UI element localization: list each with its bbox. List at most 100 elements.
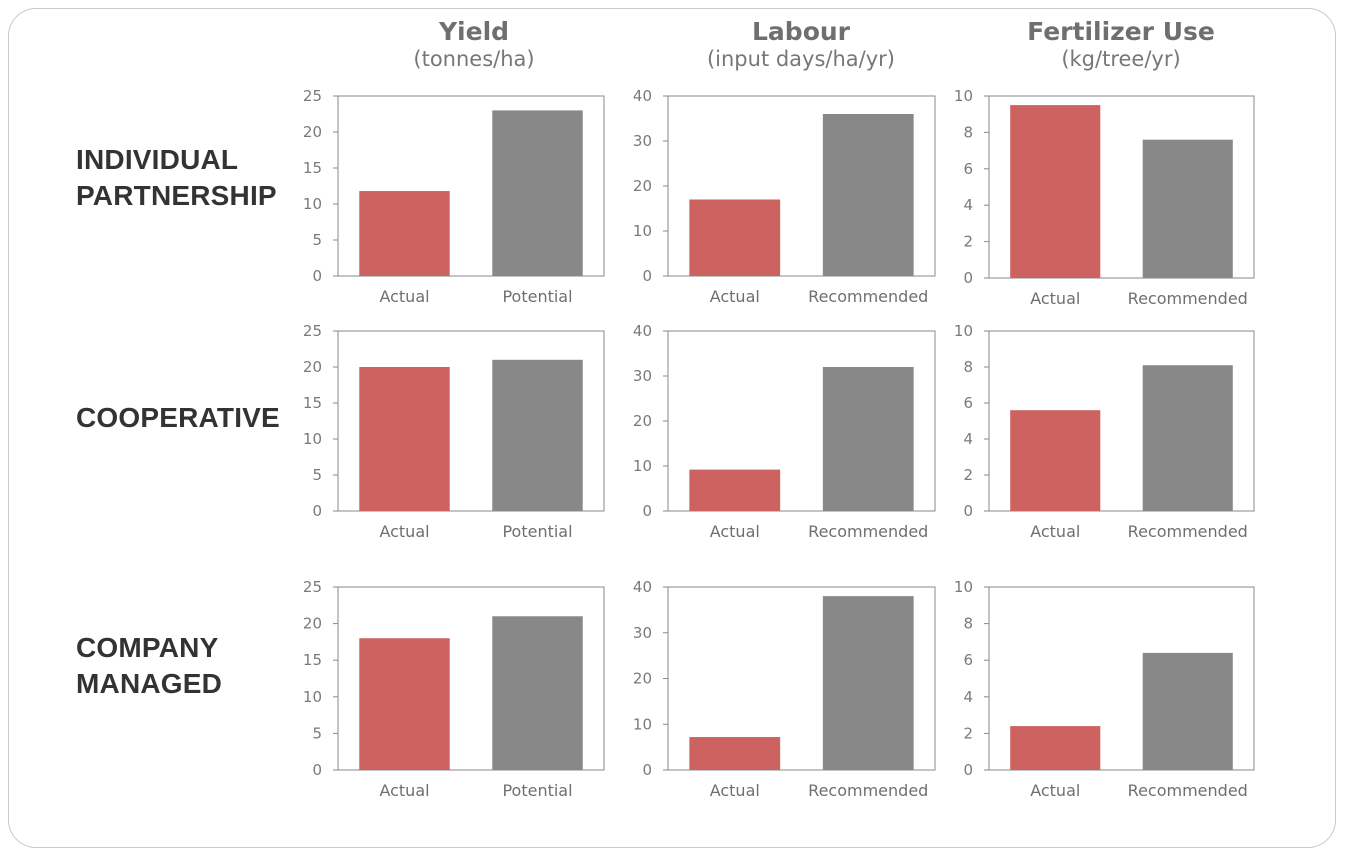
plot-area [337, 586, 605, 771]
y-tick-label: 5 [312, 466, 322, 484]
category-label: Recommended [1128, 781, 1248, 800]
category-label: Actual [1030, 522, 1080, 541]
y-tick-label: 8 [963, 358, 973, 376]
y-tick-label: 10 [633, 222, 652, 240]
chart-panel: 0 2 4 6 8 10 Actual Recommended [954, 87, 1255, 308]
y-tick-label: 25 [303, 322, 322, 340]
y-tick-label: 6 [963, 651, 973, 669]
bar-actual [689, 469, 781, 511]
y-tick-label: 10 [303, 195, 322, 213]
y-tick-label: 30 [633, 624, 652, 642]
chart-panel: 0 10 20 30 40 Actual Recommended [633, 578, 936, 800]
bar-actual [359, 191, 450, 276]
y-tick-label: 8 [963, 123, 973, 141]
y-tick-label: 25 [303, 87, 322, 105]
category-label: Recommended [1128, 289, 1248, 308]
bar-actual [359, 367, 450, 511]
y-tick-label: 40 [633, 87, 652, 105]
row-label-line: INDIVIDUAL [76, 144, 239, 175]
column-unit: (kg/tree/yr) [1061, 46, 1181, 71]
bar-recommended [822, 596, 914, 770]
y-tick-label: 10 [633, 457, 652, 475]
row-label-line: COMPANY [76, 632, 219, 663]
y-tick-label: 5 [312, 231, 322, 249]
row-label-company-managed: COMPANY MANAGED [76, 630, 222, 702]
column-header-fertilizer: Fertilizer Use (kg/tree/yr) [956, 17, 1286, 71]
y-tick-label: 2 [963, 466, 973, 484]
chart-panel: 0 2 4 6 8 10 Actual Recommended [954, 578, 1255, 800]
y-tick-label: 20 [303, 615, 322, 633]
y-tick-label: 10 [633, 715, 652, 733]
row-label-cooperative: COOPERATIVE [76, 400, 280, 436]
row-label-individual-partnership: INDIVIDUAL PARTNERSHIP [76, 142, 277, 214]
y-tick-label: 10 [303, 430, 322, 448]
bar-actual [1010, 105, 1101, 278]
y-tick-label: 0 [312, 502, 322, 520]
row-label-line: PARTNERSHIP [76, 179, 277, 211]
y-tick-label: 10 [954, 322, 973, 340]
chart-panel: 0 5 10 15 20 25 Actual Potential [303, 322, 605, 541]
plot-area [988, 95, 1255, 279]
y-tick-label: 4 [963, 196, 973, 214]
y-tick-label: 20 [303, 123, 322, 141]
y-tick-label: 2 [963, 724, 973, 742]
y-tick-label: 10 [303, 688, 322, 706]
y-tick-label: 40 [633, 322, 652, 340]
y-tick-label: 15 [303, 651, 322, 669]
chart-panel: 0 2 4 6 8 10 Actual Recommended [954, 322, 1255, 541]
y-tick-label: 0 [642, 267, 652, 285]
plot-area [337, 330, 605, 512]
column-title: Yield [438, 17, 510, 46]
category-label: Recommended [808, 287, 928, 306]
column-unit: (tonnes/ha) [413, 46, 535, 71]
category-label: Potential [502, 781, 572, 800]
category-label: Actual [710, 781, 760, 800]
y-tick-label: 6 [963, 160, 973, 178]
bar-actual [359, 638, 450, 770]
column-title: Labour [752, 17, 850, 46]
plot-area [988, 330, 1255, 512]
chart-panel: 0 5 10 15 20 25 Actual Potential [303, 578, 605, 800]
chart-panel: 0 10 20 30 40 Actual Recommended [633, 322, 936, 541]
category-label: Actual [379, 781, 429, 800]
y-tick-label: 4 [963, 688, 973, 706]
y-tick-label: 0 [963, 761, 973, 779]
category-label: Actual [379, 287, 429, 306]
y-tick-label: 8 [963, 615, 973, 633]
category-label: Actual [1030, 781, 1080, 800]
category-label: Actual [710, 522, 760, 541]
y-tick-label: 0 [642, 502, 652, 520]
bar-recommended [822, 367, 914, 511]
y-tick-label: 0 [642, 761, 652, 779]
bar-actual [689, 199, 781, 276]
plot-area [988, 586, 1255, 771]
chart-panel: 0 10 20 30 40 Actual Recommended [633, 87, 936, 306]
y-tick-label: 15 [303, 394, 322, 412]
y-tick-label: 20 [633, 670, 652, 688]
y-tick-label: 30 [633, 367, 652, 385]
bar-recommended [1142, 139, 1233, 278]
y-tick-label: 25 [303, 578, 322, 596]
y-tick-label: 20 [633, 177, 652, 195]
y-tick-label: 0 [963, 502, 973, 520]
column-unit: (input days/ha/yr) [706, 46, 896, 71]
y-tick-label: 2 [963, 233, 973, 251]
bar-actual [1010, 410, 1101, 511]
category-label: Actual [379, 522, 429, 541]
category-label: Recommended [808, 522, 928, 541]
category-label: Potential [502, 287, 572, 306]
y-tick-label: 30 [633, 132, 652, 150]
bar-potential [492, 359, 583, 511]
y-tick-label: 15 [303, 159, 322, 177]
category-label: Actual [1030, 289, 1080, 308]
bar-potential [492, 110, 583, 277]
y-tick-label: 0 [963, 269, 973, 287]
category-label: Potential [502, 522, 572, 541]
chart-panel: 0 5 10 15 20 25 Actual Potential [303, 87, 605, 306]
y-tick-label: 5 [312, 724, 322, 742]
category-label: Actual [710, 287, 760, 306]
y-tick-label: 20 [633, 412, 652, 430]
y-tick-label: 20 [303, 358, 322, 376]
row-label-line: MANAGED [76, 667, 223, 699]
